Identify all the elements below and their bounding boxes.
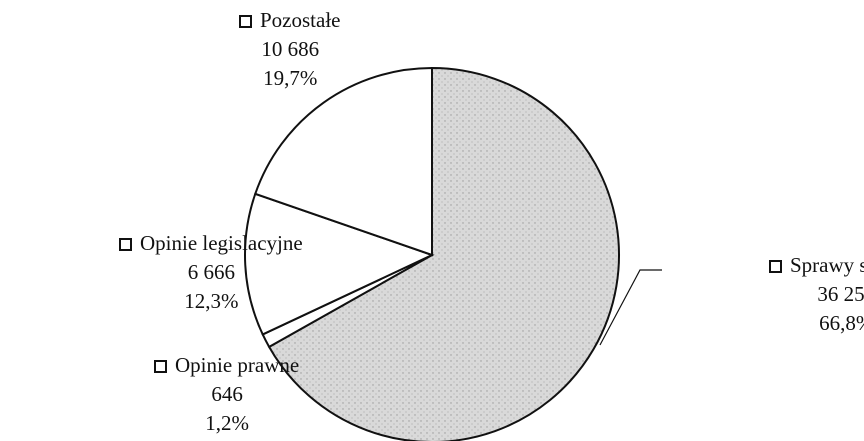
value-label: 36 252 bbox=[817, 282, 864, 306]
value-label: 10 686 bbox=[261, 37, 319, 61]
category-label: Sprawy sądowe bbox=[790, 253, 864, 277]
value-label: 6 666 bbox=[188, 260, 235, 284]
percentage-label: 66,8% bbox=[819, 311, 864, 335]
category-label: Pozostałe bbox=[260, 8, 340, 32]
percentage-label: 1,2% bbox=[205, 411, 249, 435]
pie-slice bbox=[244, 192, 435, 336]
value-label: 646 bbox=[211, 382, 243, 406]
pie-slice bbox=[267, 66, 620, 441]
legend-swatch bbox=[769, 260, 782, 273]
legend-swatch bbox=[154, 360, 167, 373]
legend-swatch bbox=[119, 238, 132, 251]
leader-line bbox=[599, 269, 662, 346]
category-label: Opinie legislacyjne bbox=[140, 231, 303, 255]
percentage-label: 19,7% bbox=[263, 66, 317, 90]
pie-slice bbox=[254, 66, 433, 257]
percentage-label: 12,3% bbox=[184, 289, 238, 313]
category-label: Opinie prawne bbox=[175, 353, 299, 377]
legend-swatch bbox=[239, 15, 252, 28]
